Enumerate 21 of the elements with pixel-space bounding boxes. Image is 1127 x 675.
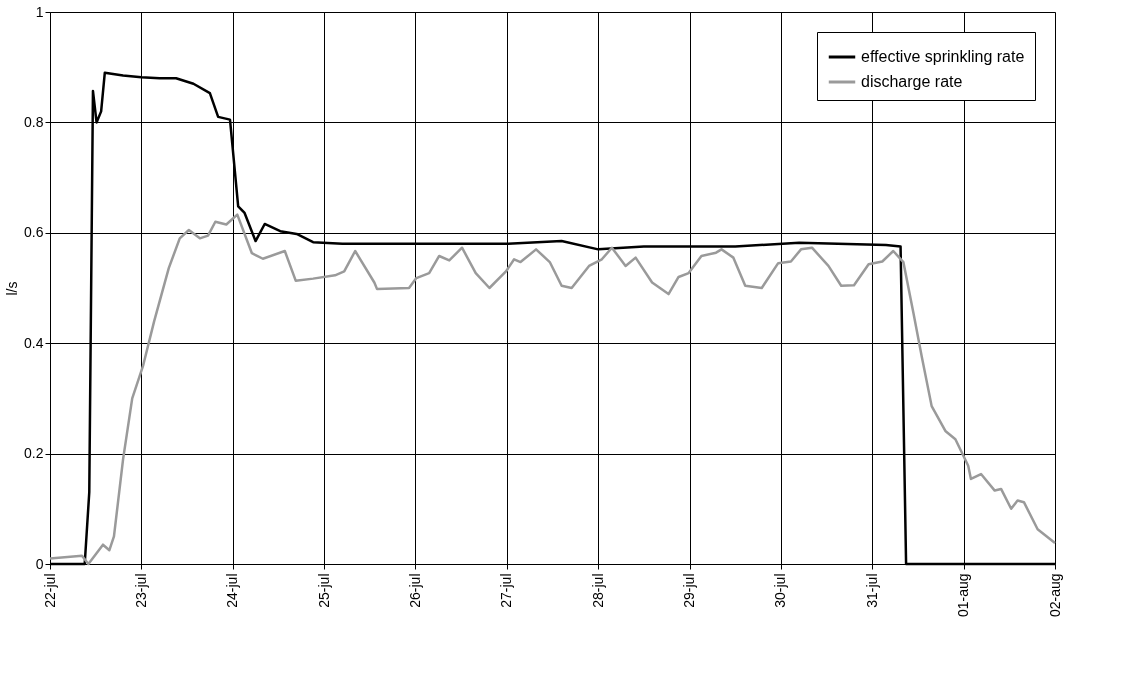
y-tick-label: 0.4 [24,334,44,351]
x-tick-label: 25-jul [315,573,332,608]
x-tick-label: 22-jul [41,573,58,608]
legend-label: discharge rate [861,73,963,90]
x-tick-label: 23-jul [132,573,149,608]
x-tick-label: 30-jul [772,573,789,608]
x-tick-label: 02-aug [1046,573,1063,618]
y-tick-label: 0.2 [24,445,44,462]
x-tick-label: 31-jul [863,573,880,608]
x-tick-label: 28-jul [589,573,606,608]
y-tick-label: 1 [35,3,44,20]
x-tick-label: 27-jul [498,573,515,608]
x-tick-label: 01-aug [955,573,972,618]
x-tick-label: 24-jul [224,573,241,608]
y-tick-label: 0 [35,555,44,572]
x-tick-label: 26-jul [406,573,423,608]
y-axis-title: l/s [4,281,21,296]
x-tick-label: 29-jul [681,573,698,608]
y-tick-label: 0.8 [24,113,44,130]
legend-label: effective sprinkling rate [861,48,1025,65]
y-tick-label: 0.6 [24,224,44,241]
